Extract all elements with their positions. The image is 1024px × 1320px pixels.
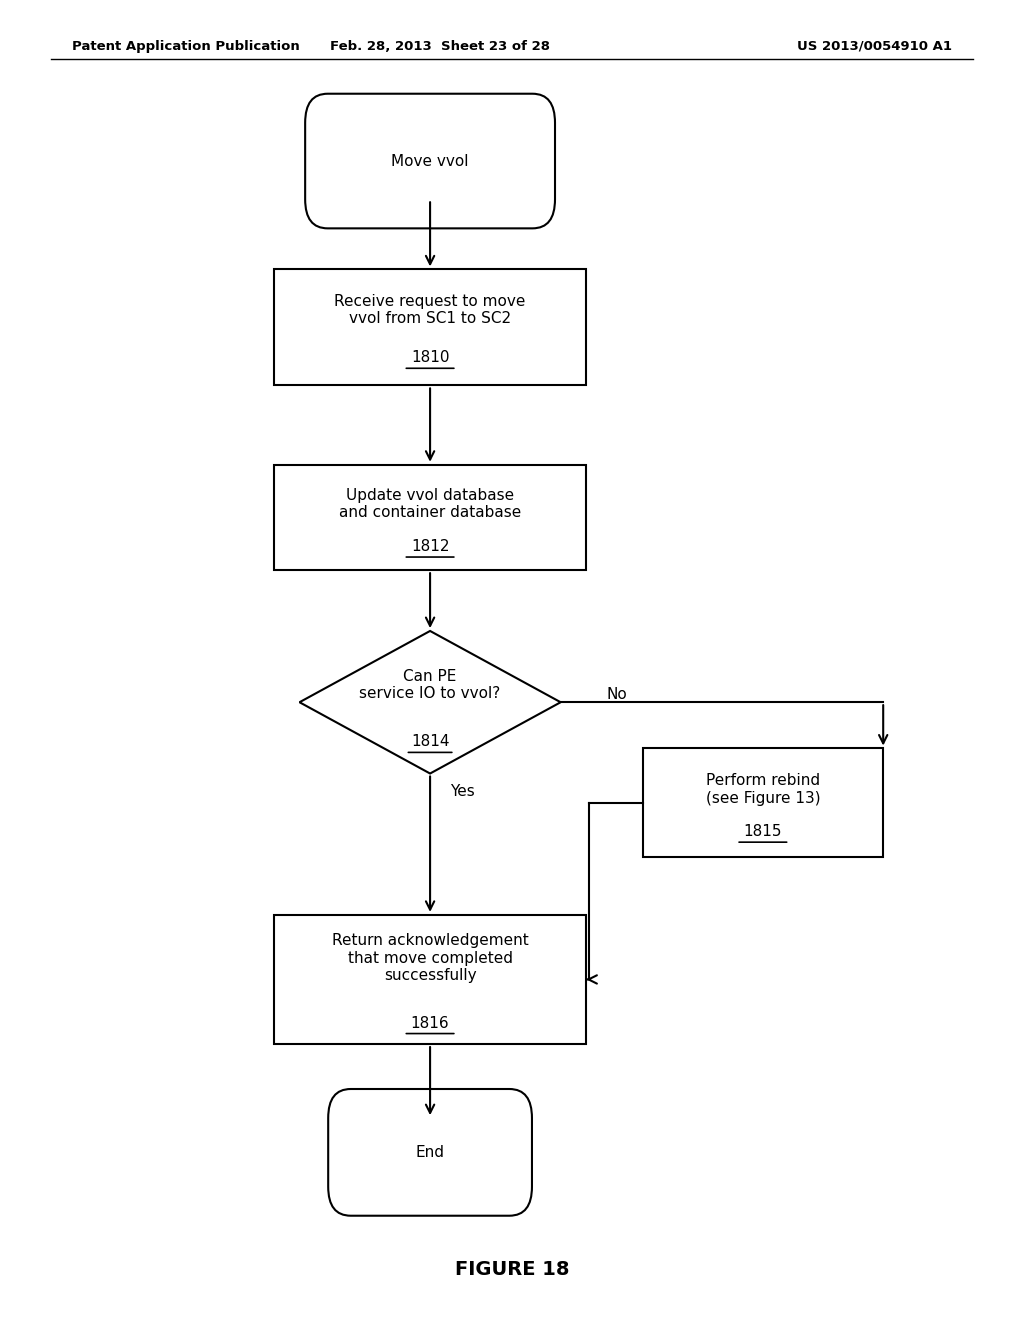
Bar <box>273 269 586 385</box>
Text: 1816: 1816 <box>411 1015 450 1031</box>
Text: 1815: 1815 <box>743 824 782 840</box>
Text: Receive request to move
vvol from SC1 to SC2: Receive request to move vvol from SC1 to… <box>335 294 525 326</box>
Bar <box>273 915 586 1044</box>
FancyBboxPatch shape <box>328 1089 532 1216</box>
Text: Can PE
service IO to vvol?: Can PE service IO to vvol? <box>359 669 501 701</box>
Text: US 2013/0054910 A1: US 2013/0054910 A1 <box>798 40 952 53</box>
Text: 1812: 1812 <box>411 539 450 554</box>
Text: Perform rebind
(see Figure 13): Perform rebind (see Figure 13) <box>706 774 820 805</box>
Text: Return acknowledgement
that move completed
successfully: Return acknowledgement that move complet… <box>332 933 528 983</box>
FancyBboxPatch shape <box>305 94 555 228</box>
Bar <box>273 465 586 570</box>
Bar <box>643 748 883 857</box>
Text: FIGURE 18: FIGURE 18 <box>455 1261 569 1279</box>
Text: End: End <box>416 1144 444 1160</box>
Text: Move vvol: Move vvol <box>391 153 469 169</box>
Text: No: No <box>606 686 628 702</box>
Text: 1810: 1810 <box>411 350 450 366</box>
Text: Yes: Yes <box>451 784 475 800</box>
Text: Feb. 28, 2013  Sheet 23 of 28: Feb. 28, 2013 Sheet 23 of 28 <box>331 40 550 53</box>
Text: Patent Application Publication: Patent Application Publication <box>72 40 299 53</box>
Text: Update vvol database
and container database: Update vvol database and container datab… <box>339 488 521 520</box>
Polygon shape <box>299 631 561 774</box>
Text: 1814: 1814 <box>411 734 450 750</box>
